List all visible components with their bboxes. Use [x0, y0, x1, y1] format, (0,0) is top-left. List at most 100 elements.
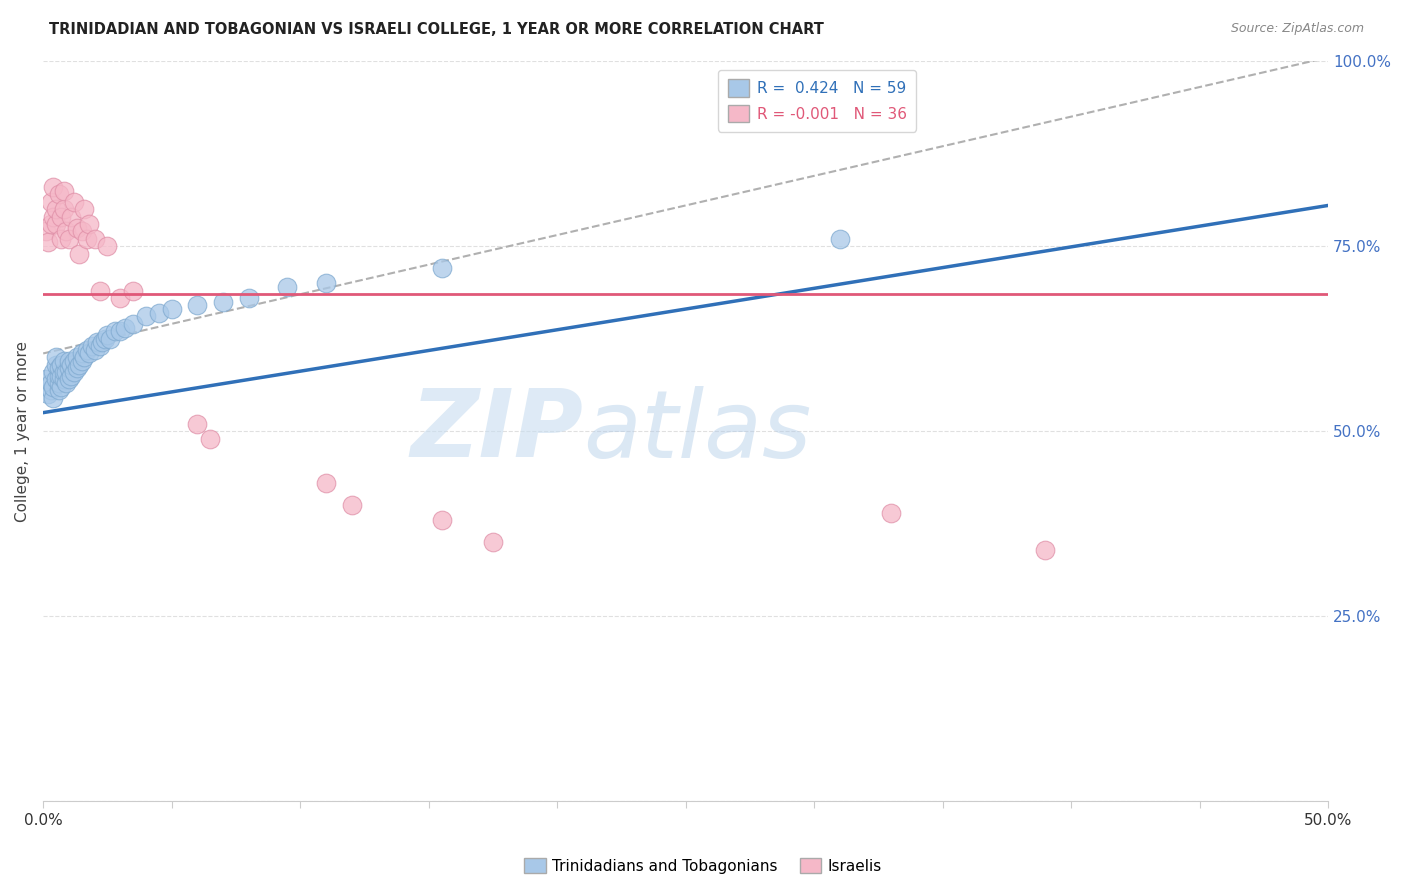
Point	[42, 180, 65, 194]
Point	[89, 284, 111, 298]
Point	[55, 376, 77, 390]
Point	[51, 232, 73, 246]
Point	[73, 202, 96, 216]
Point	[51, 210, 73, 224]
Point	[94, 332, 117, 346]
Point	[89, 339, 111, 353]
Point	[39, 194, 62, 209]
Point	[52, 184, 75, 198]
Point	[45, 372, 67, 386]
Point	[42, 210, 65, 224]
Point	[1035, 542, 1057, 557]
Point	[70, 354, 93, 368]
Point	[67, 246, 90, 260]
Point	[39, 376, 62, 390]
Point	[51, 380, 73, 394]
Text: TRINIDADIAN AND TOBAGONIAN VS ISRAELI COLLEGE, 1 YEAR OR MORE CORRELATION CHART: TRINIDADIAN AND TOBAGONIAN VS ISRAELI CO…	[49, 22, 824, 37]
Point	[122, 284, 145, 298]
Point	[42, 380, 65, 394]
Y-axis label: College, 1 year or more: College, 1 year or more	[15, 341, 30, 522]
Point	[186, 417, 208, 431]
Point	[340, 498, 363, 512]
Point	[110, 291, 132, 305]
Point	[52, 372, 75, 386]
Point	[430, 513, 453, 527]
Point	[65, 361, 87, 376]
Point	[52, 365, 75, 379]
Point	[238, 291, 260, 305]
Point	[276, 280, 298, 294]
Legend: R =  0.424   N = 59, R = -0.001   N = 36: R = 0.424 N = 59, R = -0.001 N = 36	[718, 70, 915, 131]
Point	[35, 224, 58, 238]
Point	[39, 217, 62, 231]
Point	[45, 217, 67, 231]
Point	[83, 232, 105, 246]
Point	[76, 232, 98, 246]
Point	[52, 202, 75, 216]
Point	[315, 276, 337, 290]
Point	[430, 261, 453, 276]
Point	[55, 365, 77, 379]
Point	[37, 235, 59, 250]
Text: Source: ZipAtlas.com: Source: ZipAtlas.com	[1230, 22, 1364, 36]
Text: atlas: atlas	[583, 385, 811, 476]
Point	[76, 343, 98, 357]
Point	[110, 324, 132, 338]
Point	[55, 224, 77, 238]
Point	[315, 475, 337, 490]
Point	[45, 358, 67, 372]
Point	[186, 298, 208, 312]
Point	[91, 335, 114, 350]
Point	[52, 354, 75, 368]
Point	[200, 432, 222, 446]
Point	[48, 384, 70, 398]
Text: ZIP: ZIP	[411, 385, 583, 477]
Point	[48, 368, 70, 383]
Point	[122, 317, 145, 331]
Point	[96, 327, 118, 342]
Point	[67, 358, 90, 372]
Point	[828, 232, 851, 246]
Point	[79, 346, 101, 360]
Point	[880, 506, 903, 520]
Point	[58, 232, 80, 246]
Point	[160, 301, 183, 316]
Point	[104, 324, 127, 338]
Point	[70, 346, 93, 360]
Point	[65, 220, 87, 235]
Point	[35, 372, 58, 386]
Point	[39, 384, 62, 398]
Point	[80, 339, 103, 353]
Point	[63, 354, 86, 368]
Point	[63, 194, 86, 209]
Point	[73, 350, 96, 364]
Point	[70, 224, 93, 238]
Point	[58, 361, 80, 376]
Point	[63, 365, 86, 379]
Point	[65, 350, 87, 364]
Legend: Trinidadians and Tobagonians, Israelis: Trinidadians and Tobagonians, Israelis	[517, 852, 889, 880]
Point	[58, 372, 80, 386]
Point	[60, 210, 83, 224]
Point	[48, 187, 70, 202]
Point	[42, 391, 65, 405]
Point	[98, 332, 121, 346]
Point	[114, 320, 136, 334]
Point	[51, 358, 73, 372]
Point	[212, 294, 235, 309]
Point	[482, 535, 505, 549]
Point	[60, 358, 83, 372]
Point	[51, 368, 73, 383]
Point	[48, 361, 70, 376]
Point	[37, 387, 59, 401]
Point	[42, 365, 65, 379]
Point	[96, 239, 118, 253]
Point	[60, 368, 83, 383]
Point	[148, 306, 170, 320]
Point	[48, 376, 70, 390]
Point	[86, 335, 108, 350]
Point	[45, 350, 67, 364]
Point	[79, 217, 101, 231]
Point	[58, 354, 80, 368]
Point	[45, 202, 67, 216]
